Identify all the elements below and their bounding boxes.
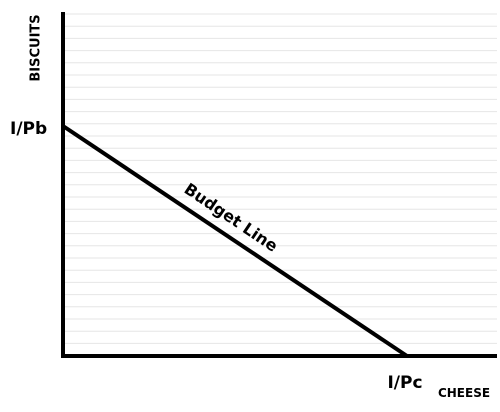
budget-line-label: Budget Line — [181, 179, 282, 255]
budget-line — [61, 124, 409, 358]
x-axis-label: CHEESE — [438, 386, 490, 400]
x-intercept-label: I/Pc — [387, 373, 422, 393]
y-intercept-label: I/Pb — [10, 119, 47, 139]
background-grid — [65, 13, 497, 344]
y-axis-label: BISCUITS — [29, 14, 44, 81]
